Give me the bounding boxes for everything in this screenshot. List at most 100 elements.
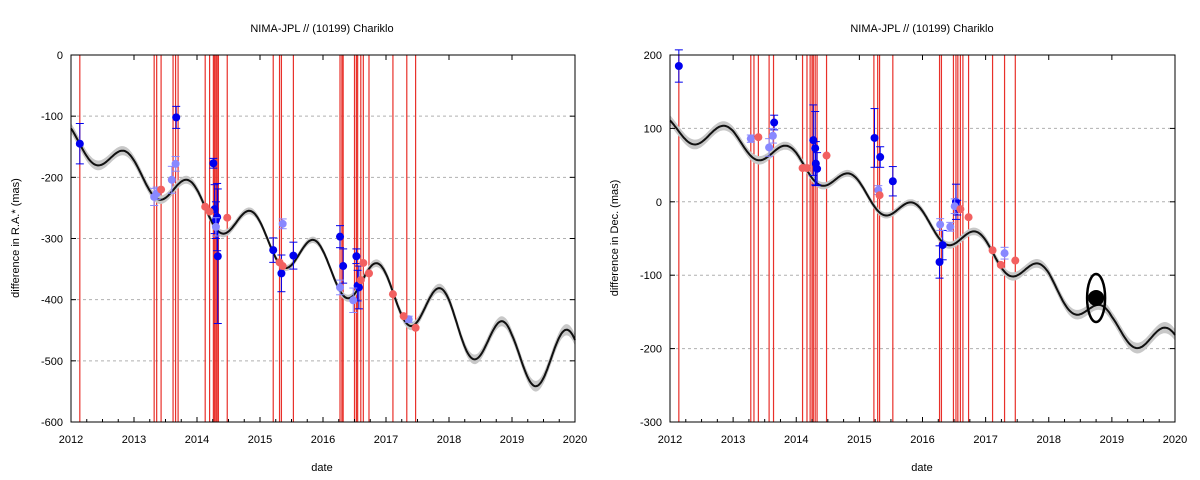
ra-plot-frame xyxy=(70,54,576,423)
dec-data-point xyxy=(988,246,997,255)
ra-data-point xyxy=(205,207,214,216)
ra-data-points xyxy=(75,105,420,332)
dec-data-point xyxy=(674,62,683,71)
ra-y-tick-label: -300 xyxy=(41,234,63,246)
dec-data-point xyxy=(813,164,822,173)
ra-x-tick-label: 2019 xyxy=(500,434,524,446)
ra-data-point xyxy=(278,262,287,271)
dec-data-point xyxy=(1000,249,1009,258)
dec-model-curve xyxy=(669,115,1176,354)
dec-y-tick-label: 0 xyxy=(656,197,662,209)
dec-data-point xyxy=(746,134,755,143)
ra-model-curve xyxy=(70,123,576,392)
dec-data-point xyxy=(765,143,774,152)
dec-x-axis-label: date xyxy=(911,462,932,474)
dec-y-tick-label: -200 xyxy=(640,344,662,356)
dec-data-point xyxy=(1011,256,1020,265)
ra-x-tick-label: 2016 xyxy=(311,434,335,446)
ra-data-point xyxy=(354,283,363,292)
dec-y-ticks: 200 100 0 -100 -200 -300 xyxy=(640,50,1175,429)
ra-data-point xyxy=(75,139,84,148)
ra-data-point xyxy=(157,185,166,194)
ra-x-tick-label: 2015 xyxy=(248,434,272,446)
ra-y-tick-label: -100 xyxy=(41,111,63,123)
ra-panel: NIMA-JPL // (10199) Chariklo date differ… xyxy=(10,23,587,474)
dec-y-tick-label: -300 xyxy=(640,417,662,429)
dec-data-point xyxy=(822,151,831,160)
dec-x-tick-label: 2017 xyxy=(973,434,997,446)
dec-data-point xyxy=(811,144,820,153)
dec-data-point xyxy=(754,133,763,142)
dec-data-point xyxy=(876,153,885,162)
dec-data-point xyxy=(946,222,955,231)
dec-y-axis-label: difference in Dec. (mas) xyxy=(609,180,621,297)
dec-x-tick-label: 2018 xyxy=(1037,434,1061,446)
dec-data-point xyxy=(956,205,965,214)
ra-y-tick-label: -200 xyxy=(41,172,63,184)
dec-x-tick-label: 2020 xyxy=(1163,434,1187,446)
dec-data-point xyxy=(768,131,777,140)
ra-y-axis-label: difference in R.A.* (mas) xyxy=(10,178,22,298)
dec-data-points xyxy=(674,49,1020,279)
ra-data-point xyxy=(209,159,218,168)
ra-data-point xyxy=(359,258,368,267)
dec-event-marker xyxy=(1088,289,1105,306)
ra-data-point xyxy=(172,113,181,122)
dec-chart-title: NIMA-JPL // (10199) Chariklo xyxy=(850,23,993,35)
dec-x-tick-label: 2012 xyxy=(658,434,682,446)
ra-uncertainty-band xyxy=(71,123,575,392)
ra-x-tick-label: 2018 xyxy=(437,434,461,446)
dec-y-tick-label: 200 xyxy=(644,50,662,62)
ra-data-point xyxy=(171,159,180,168)
dec-event-ellipse xyxy=(1085,272,1107,324)
ra-data-point xyxy=(278,219,287,228)
dec-y-tick-label: -100 xyxy=(640,270,662,282)
ra-data-point xyxy=(339,262,348,271)
ra-data-point xyxy=(213,252,222,261)
dec-data-point xyxy=(802,164,811,173)
ra-y-tick-label: -500 xyxy=(41,356,63,368)
dec-data-point xyxy=(996,260,1005,269)
dec-y-tick-label: 100 xyxy=(644,123,662,135)
ra-data-point xyxy=(356,276,365,285)
dec-data-point xyxy=(870,133,879,142)
ra-data-point xyxy=(388,290,397,299)
ra-x-tick-label: 2014 xyxy=(185,434,209,446)
ra-data-point xyxy=(213,213,222,222)
ra-gridlines xyxy=(71,115,575,362)
ra-x-tick-label: 2017 xyxy=(374,434,398,446)
dec-plot-frame xyxy=(669,54,1176,423)
dec-data-point xyxy=(770,118,779,127)
ra-chart-title: NIMA-JPL // (10199) Chariklo xyxy=(250,23,393,35)
ra-data-point xyxy=(223,213,232,222)
dec-data-point xyxy=(936,220,945,229)
ra-data-point xyxy=(269,246,278,255)
dec-x-tick-label: 2019 xyxy=(1100,434,1124,446)
dec-gridlines xyxy=(670,127,1175,350)
ra-y-tick-label: 0 xyxy=(57,50,63,62)
ra-y-tick-label: -600 xyxy=(41,417,63,429)
ra-data-point xyxy=(336,232,345,241)
dec-data-point xyxy=(875,191,884,200)
dec-x-tick-label: 2014 xyxy=(784,434,808,446)
dec-ephemeris-line xyxy=(669,119,1176,350)
ra-x-tick-label: 2013 xyxy=(122,434,146,446)
ra-data-point xyxy=(411,323,420,332)
ra-data-point xyxy=(289,251,298,260)
dec-x-tick-label: 2013 xyxy=(721,434,745,446)
ra-data-point xyxy=(352,252,361,261)
dec-data-point xyxy=(888,177,897,186)
ra-data-point xyxy=(399,312,408,321)
ra-data-point xyxy=(167,175,176,184)
ra-data-point xyxy=(336,283,345,292)
ra-ephemeris-line xyxy=(70,127,576,388)
ra-x-axis-label: date xyxy=(311,462,332,474)
dec-panel: NIMA-JPL // (10199) Chariklo date differ… xyxy=(609,23,1187,474)
ra-y-tick-label: -400 xyxy=(41,295,63,307)
ra-data-point xyxy=(364,269,373,278)
dec-x-tick-label: 2016 xyxy=(910,434,934,446)
ra-y-ticks: 0 -100 -200 -300 -400 -500 -600 xyxy=(41,50,575,429)
ra-data-point xyxy=(277,269,286,278)
ra-x-tick-label: 2012 xyxy=(59,434,83,446)
